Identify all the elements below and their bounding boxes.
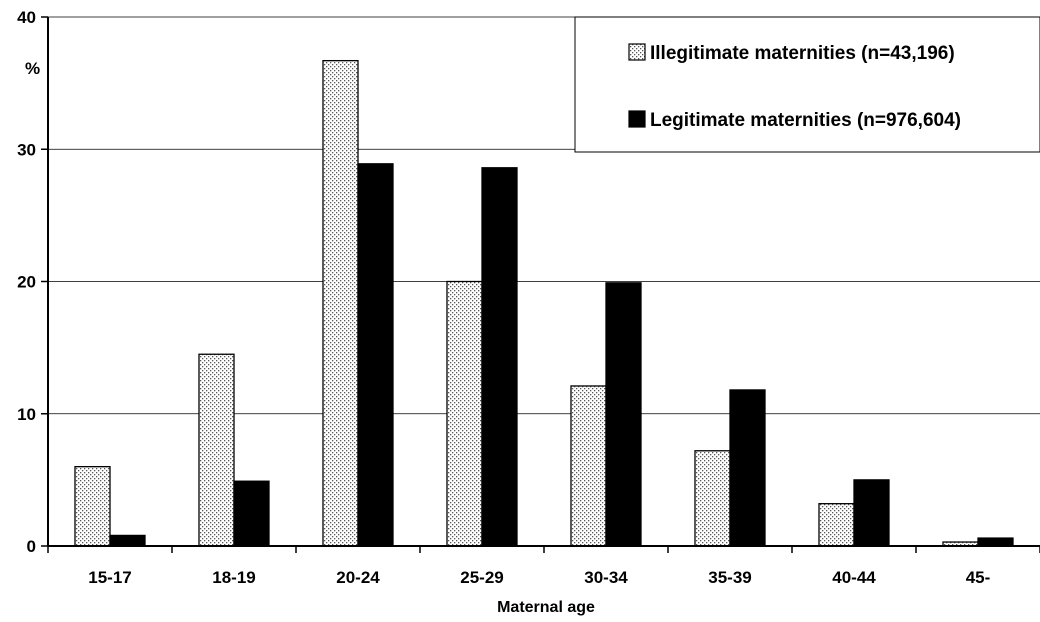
bar-illegitimate-30-34 (570, 385, 607, 547)
x-tick-label-18-19: 18-19 (212, 568, 255, 587)
y-tick-label-0: 0 (27, 537, 36, 556)
x-tick-label-15-17: 15-17 (88, 568, 131, 587)
bar-illegitimate-35-39 (694, 450, 731, 547)
x-tick-label-45-: 45- (966, 568, 991, 587)
x-axis-title: Maternal age (497, 599, 595, 616)
bar-illegitimate-18-19 (198, 353, 235, 547)
bar-legitimate-30-34 (605, 282, 642, 547)
bar-legitimate-18-19 (233, 480, 270, 547)
bar-illegitimate-15-17 (74, 465, 111, 547)
y-tick-label-10: 10 (17, 405, 36, 424)
axes: 0 10 20 30 40 15-17 18-19 20-24 25-29 30-34 35-39 4… (17, 8, 1040, 587)
x-tick-label-20-24: 20-24 (336, 568, 380, 587)
bar-illegitimate-25-29 (446, 280, 483, 547)
bar-legitimate-25-29 (481, 167, 518, 547)
bar-legitimate-35-39 (729, 389, 766, 547)
bar-legitimate-15-17 (109, 534, 146, 547)
x-tick-label-35-39: 35-39 (708, 568, 751, 587)
x-tick-label-30-34: 30-34 (584, 568, 628, 587)
legend-box (574, 16, 1040, 153)
bar-illegitimate-40-44 (818, 503, 855, 547)
y-axis-label: % (25, 59, 40, 78)
legend: Illegitimate maternities (n=43,196) Legi… (574, 16, 1040, 153)
legend-swatch-illegitimate (628, 43, 646, 61)
y-tick-label-40: 40 (17, 8, 36, 27)
y-tick-label-30: 30 (17, 140, 36, 159)
bar-legitimate-40-44 (853, 479, 890, 547)
y-tick-label-20: 20 (17, 273, 36, 292)
legend-label-legitimate: Legitimate maternities (n=976,604) (650, 110, 961, 131)
x-tick-label-25-29: 25-29 (460, 568, 503, 587)
bar-legitimate-45- (977, 537, 1014, 547)
legend-label-illegitimate: Illegitimate maternities (n=43,196) (650, 43, 955, 64)
bar-legitimate-20-24 (357, 163, 394, 547)
legend-swatch-legitimate (628, 110, 646, 128)
x-tick-label-40-44: 40-44 (832, 568, 876, 587)
bar-illegitimate-20-24 (322, 59, 359, 547)
